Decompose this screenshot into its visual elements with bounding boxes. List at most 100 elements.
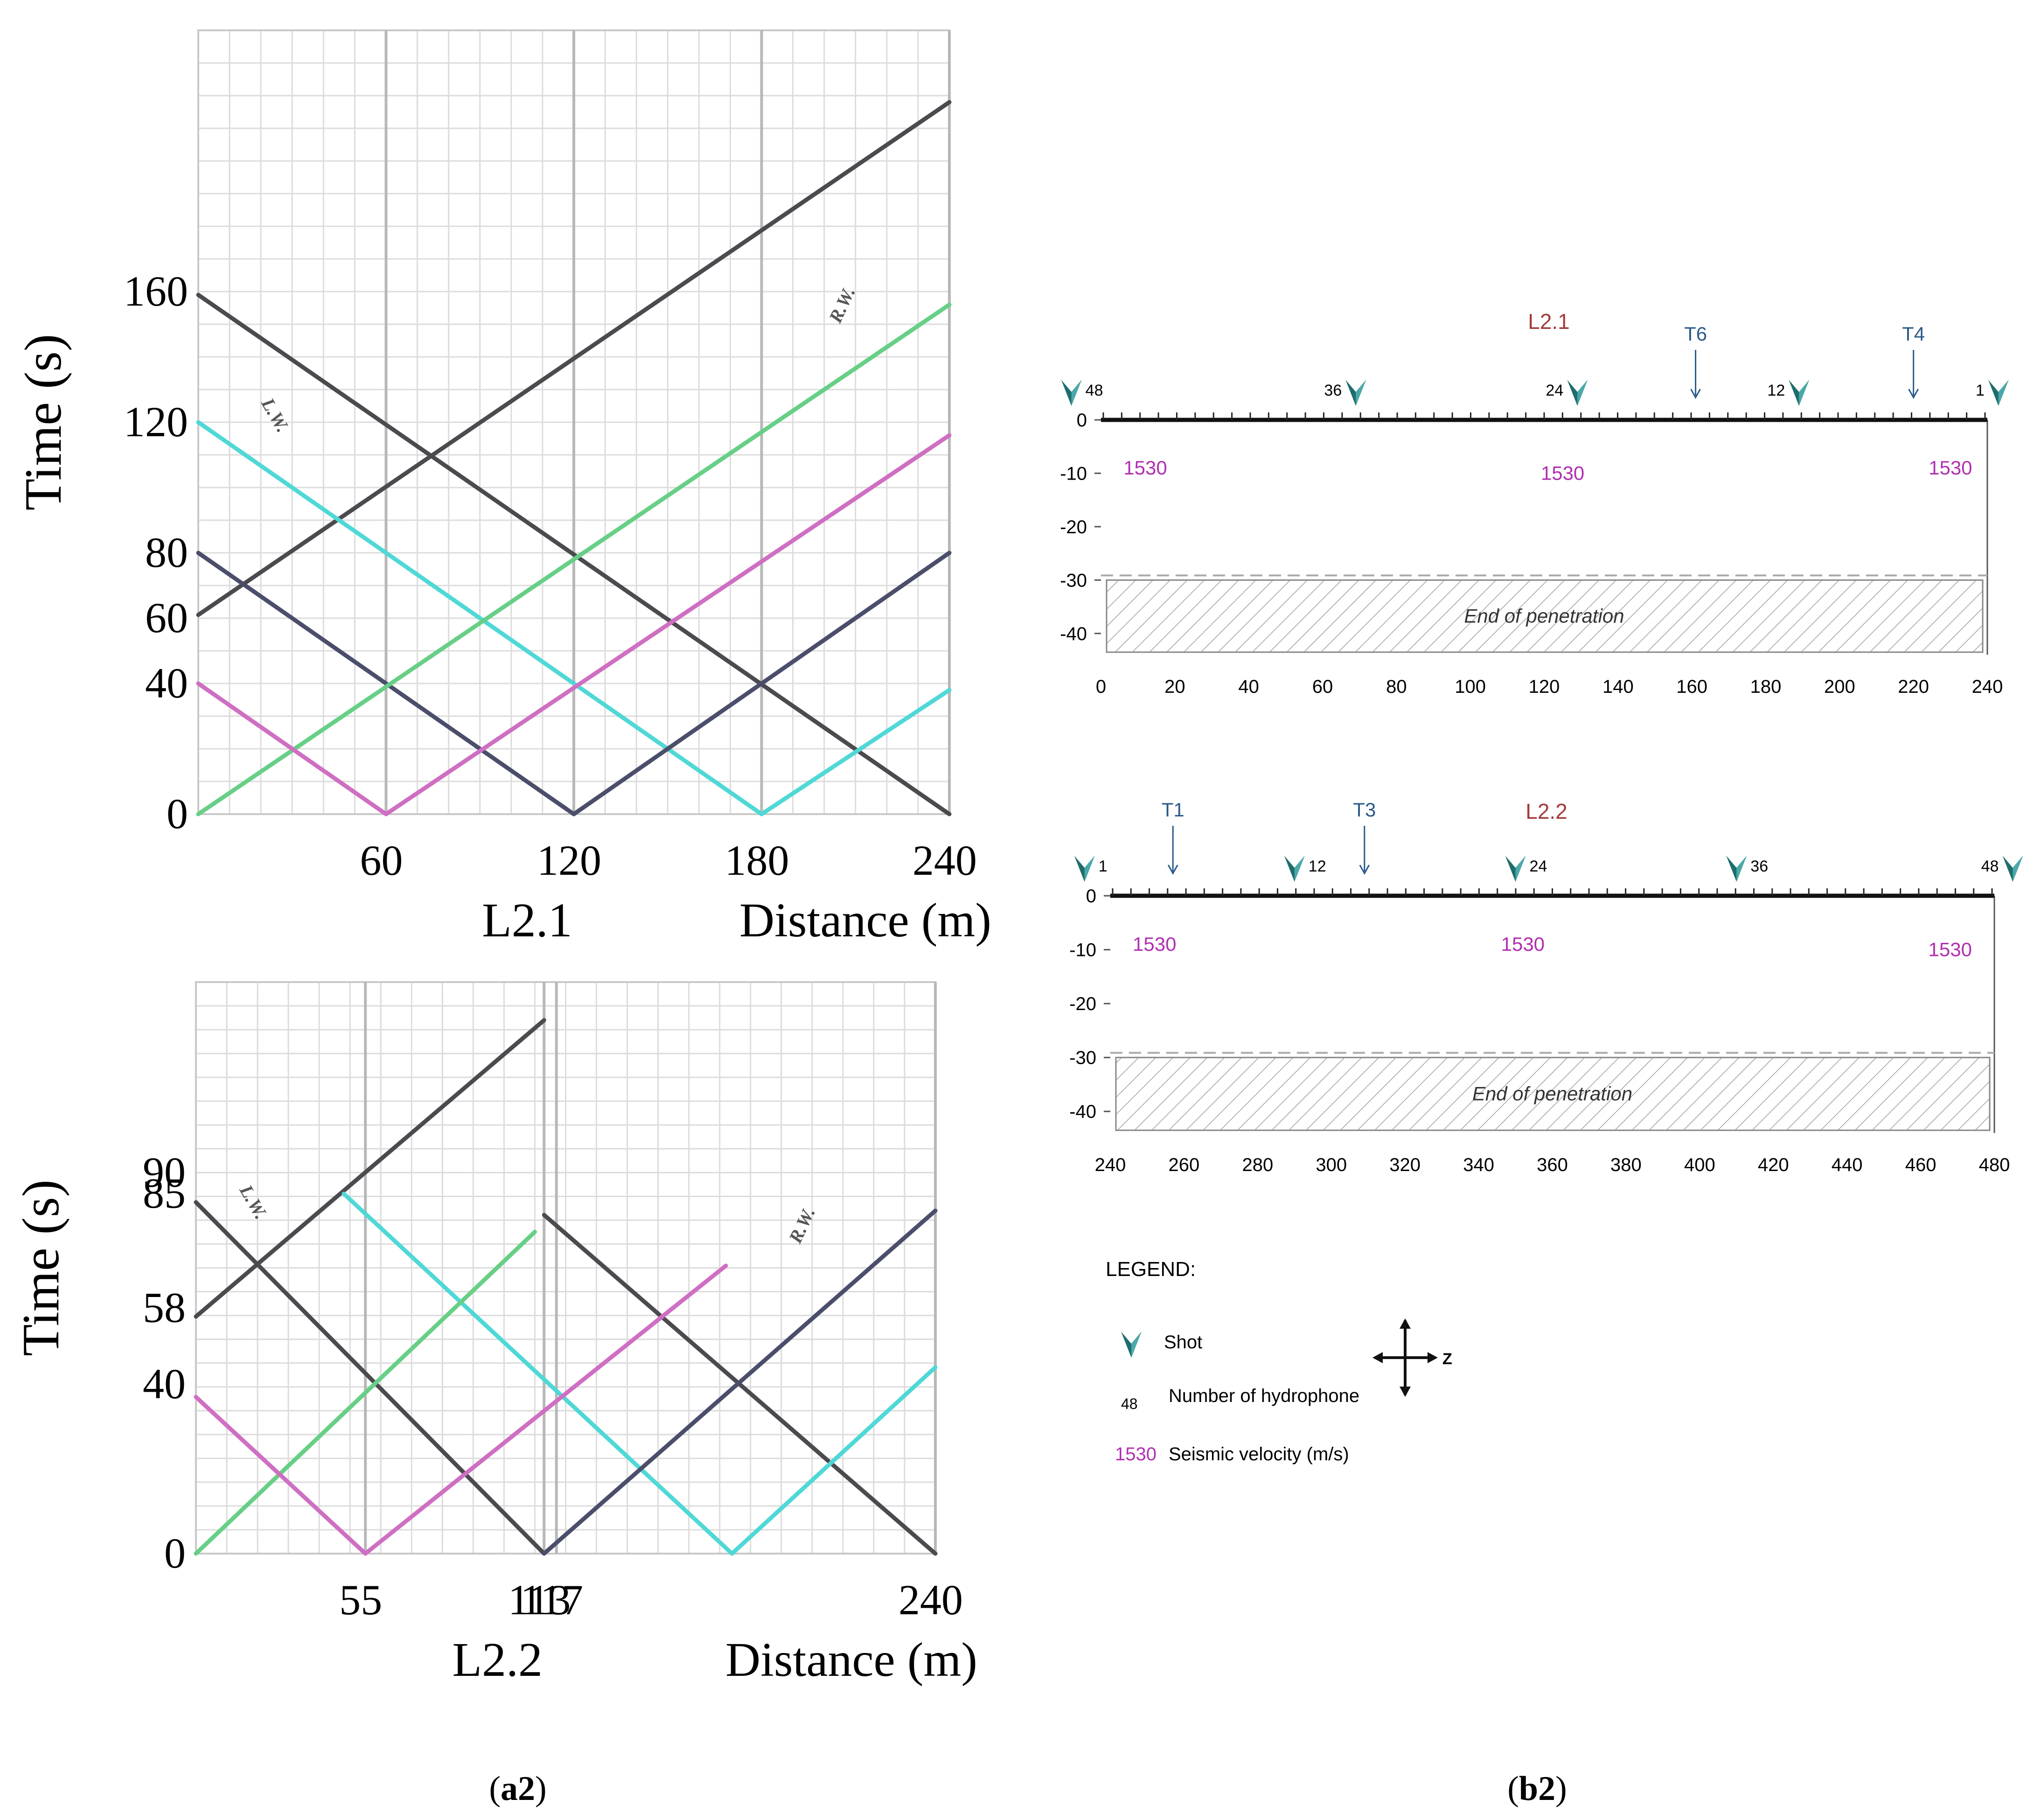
- x-tick-label: 340: [1463, 1155, 1494, 1175]
- x-tick-label: 240: [1095, 1155, 1126, 1175]
- y-tick-label: 40: [145, 659, 188, 707]
- series-navy-rising: [571, 551, 952, 816]
- x-tick-label: 200: [1824, 676, 1855, 697]
- y-tick-label: 90: [143, 1148, 186, 1196]
- y-tick-label: -40: [1069, 1102, 1096, 1122]
- series-magenta-falling: [194, 1395, 368, 1556]
- shot-icon-shade: [1356, 380, 1366, 406]
- legend-axis-z-label: Z: [1442, 1350, 1452, 1368]
- x-tick-label: 120: [1529, 676, 1560, 697]
- legend-velocity-label: Seismic velocity (m/s): [1169, 1444, 1349, 1464]
- y-axis-label: Time (s): [12, 1179, 70, 1356]
- series-green: [194, 1229, 537, 1556]
- wave-annotation: L.W.: [235, 1181, 272, 1223]
- series-cyan-falling: [341, 1192, 734, 1556]
- panel-label-b2: (b2): [1507, 1770, 1567, 1808]
- panel-label-a2: (a2): [489, 1770, 546, 1808]
- series-dark-rising: [196, 100, 952, 617]
- shot-icon-shade: [2013, 856, 2023, 882]
- x-tick-label: 260: [1169, 1155, 1200, 1175]
- marker-label: T4: [1902, 323, 1925, 345]
- shot-number: 48: [1086, 382, 1103, 399]
- x-tick-label: 460: [1905, 1155, 1937, 1175]
- y-tick-label: -20: [1060, 517, 1087, 537]
- y-tick-label: 60: [145, 594, 188, 642]
- y-tick-label: -10: [1060, 463, 1087, 484]
- section-diagram-l22: End of penetration 0 -10 -20 -30 -40 240 260 280…: [1069, 799, 2023, 1175]
- marker-label: T1: [1162, 799, 1184, 821]
- x-tick-label: 60: [1312, 676, 1333, 697]
- x-tick-label: 55: [339, 1576, 382, 1624]
- x-tick-label: 20: [1164, 676, 1185, 697]
- x-tick-label: 60: [360, 837, 403, 884]
- x-tick-label: 280: [1242, 1155, 1273, 1175]
- marker-arrow-head: [1908, 389, 1919, 399]
- x-tick-label: 80: [1386, 676, 1407, 697]
- series-magenta-rising: [384, 433, 952, 816]
- series-dark-falling: [196, 293, 952, 816]
- y-tick-label: 120: [124, 398, 188, 446]
- legend-arrow-left: [1372, 1352, 1383, 1363]
- shot-number: 24: [1546, 382, 1563, 399]
- marker-label: T3: [1353, 799, 1376, 821]
- shot-number: 36: [1324, 382, 1342, 399]
- x-tick-label: 180: [725, 837, 789, 884]
- velocity-label: 1530: [1929, 457, 1972, 479]
- shot-number: 24: [1530, 858, 1547, 875]
- travel-time-chart-l21: 0 40 60 80 120 160 60 120 180 240 Time (s) L2.1 Dist…: [14, 29, 991, 947]
- x-tick-label: 140: [1602, 676, 1634, 697]
- x-tick-label: 113: [508, 1576, 571, 1624]
- shot-icon-shade: [1998, 380, 2009, 406]
- x-axis-label: Distance (m): [739, 893, 991, 947]
- shot-icon-shade: [1515, 856, 1526, 882]
- x-tick-label: 300: [1316, 1155, 1347, 1175]
- x-tick-label: 320: [1389, 1155, 1421, 1175]
- x-tick-label: 240: [899, 1576, 963, 1624]
- x-tick-label: 400: [1684, 1155, 1715, 1175]
- legend-title: LEGEND:: [1106, 1258, 1196, 1281]
- y-tick-label: -10: [1069, 940, 1096, 961]
- shot-icon-shade: [1799, 380, 1810, 406]
- x-tick-label: 40: [1238, 676, 1259, 697]
- line-title: L2.1: [482, 893, 572, 947]
- marker-arrow-head: [1690, 389, 1701, 399]
- y-tick-label: 0: [1086, 886, 1096, 907]
- velocity-label: 1530: [1133, 933, 1176, 955]
- y-tick-label: -30: [1060, 570, 1087, 591]
- wave-annotation: R.W.: [824, 284, 859, 327]
- penetration-hatch: [1115, 1057, 1991, 1131]
- section-title: L2.1: [1528, 309, 1570, 334]
- y-tick-label: -20: [1069, 994, 1096, 1014]
- shot-icon-shade: [1071, 380, 1082, 406]
- x-tick-label: 220: [1898, 676, 1929, 697]
- legend-arrow-up: [1400, 1318, 1411, 1329]
- x-tick-label: 180: [1750, 676, 1782, 697]
- shot-icon-shade: [1577, 380, 1588, 406]
- series-dark-rising: [194, 1018, 546, 1319]
- y-tick-label: 40: [143, 1360, 186, 1408]
- shot-number: 12: [1767, 382, 1785, 399]
- y-tick-label: 0: [167, 790, 188, 837]
- wave-annotation: R.W.: [784, 1204, 819, 1247]
- section-diagram-l21: End of penetration 0 -10 -20 -30 -40 0 20 40 60 80…: [1060, 309, 2009, 697]
- marker-arrow-head: [1359, 865, 1370, 875]
- shot-icon-shade: [1736, 856, 1747, 882]
- y-tick-label: 0: [1077, 410, 1087, 431]
- x-tick-label: 240: [913, 837, 977, 884]
- y-axis-label: Time (s): [14, 334, 72, 511]
- x-axis-label: Distance (m): [725, 1633, 977, 1687]
- series-dark-falling: [194, 1200, 546, 1556]
- series-navy-falling: [196, 551, 576, 816]
- y-tick-label: 160: [124, 267, 188, 315]
- velocity-label: 1530: [1541, 462, 1584, 484]
- shot-number: 1: [1099, 858, 1108, 875]
- x-tick-label: 117: [520, 1576, 583, 1624]
- grid: [195, 981, 936, 1555]
- velocity-label: 1530: [1123, 457, 1167, 479]
- legend-arrow-right: [1428, 1352, 1438, 1363]
- x-tick-label: 380: [1610, 1155, 1642, 1175]
- y-tick-label: 0: [164, 1529, 186, 1577]
- legend-velocity-value: 1530: [1115, 1444, 1156, 1464]
